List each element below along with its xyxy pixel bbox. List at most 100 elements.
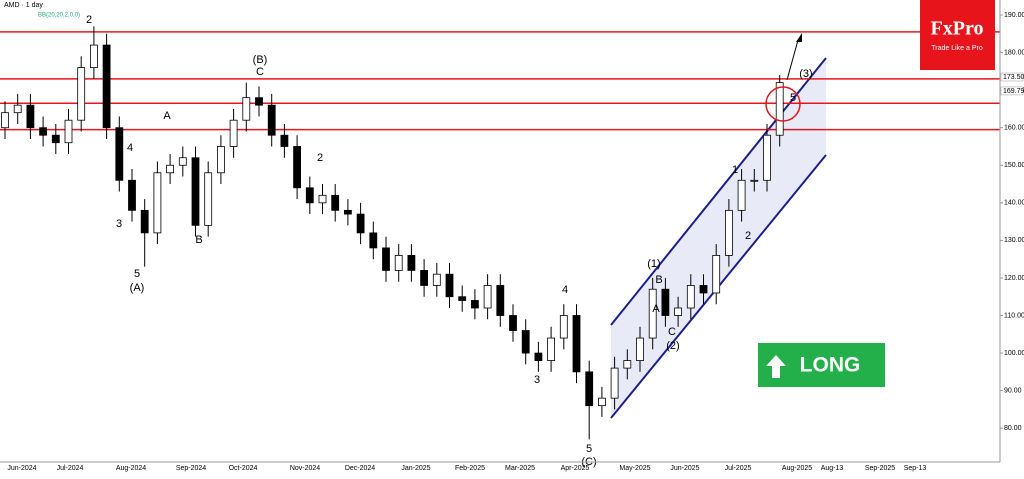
x-tick-label: Jul-2024: [57, 465, 84, 472]
wave-label: 5: [134, 268, 140, 280]
candle-body: [420, 270, 429, 286]
candle-body: [559, 315, 568, 339]
indicator-label: BB(20,20,2,0,0): [38, 13, 80, 19]
y-tick-label: 80.00: [1004, 425, 1022, 432]
candle-body: [737, 179, 746, 211]
channel-fill: [611, 58, 826, 418]
signal: LONG: [800, 354, 861, 377]
y-tick-label: 120.00: [1004, 275, 1024, 282]
y-tick-label: 180.00: [1004, 49, 1024, 56]
y-tick-label: 100.00: [1004, 350, 1024, 357]
wave-label: 2: [745, 230, 751, 242]
candle-body: [547, 337, 555, 361]
candle-body: [229, 119, 238, 147]
candle-body: [204, 172, 213, 226]
y-tick-label: 90.00: [1004, 387, 1022, 394]
y-tick-label: 160.00: [1004, 125, 1024, 132]
candle-body: [369, 232, 378, 249]
candle-body: [153, 172, 162, 234]
candle-body: [610, 367, 619, 399]
candle-body: [534, 352, 543, 361]
candle-body: [13, 104, 22, 114]
candle-body: [1, 112, 9, 129]
x-tick-label: Aug-13: [821, 465, 844, 472]
arrow-head: [796, 33, 802, 42]
arrow-line: [786, 39, 799, 81]
candle-body: [39, 127, 47, 136]
candle-body: [356, 213, 365, 234]
x-tick-label: Sep-2024: [176, 465, 206, 472]
wave-label: 1: [732, 164, 738, 176]
wave-label: A: [652, 303, 660, 315]
candle-body: [674, 307, 682, 316]
candle-body: [191, 157, 200, 226]
candle-body: [686, 285, 695, 309]
wave-label: C: [256, 66, 264, 78]
candle-body: [51, 134, 60, 144]
wave-label: (2): [666, 340, 679, 352]
wave-label: (A): [130, 282, 145, 294]
price-tag-label: 173.50: [1003, 74, 1024, 81]
wave-label: 2: [86, 14, 92, 26]
wave-label: 4: [562, 284, 568, 296]
axis: 80.00 90.00 100.00 110.00 120.00 130.00 140.00…: [7, 12, 1024, 472]
candle-body: [763, 134, 771, 181]
candle-body: [623, 360, 632, 369]
candle-body: [382, 247, 390, 271]
wave-label: C: [668, 326, 676, 338]
candle-body: [636, 337, 644, 361]
x-tick-label: Sep-13: [904, 465, 927, 472]
candle-body: [699, 285, 708, 294]
wave-label: (B): [253, 54, 268, 66]
candle-body: [216, 146, 225, 174]
candle-body: [458, 296, 467, 301]
candle-body: [509, 315, 517, 331]
wave-label: A: [163, 110, 171, 122]
candle-body: [394, 255, 403, 271]
candle-body: [280, 134, 289, 147]
candle-body: [318, 194, 327, 204]
candle-body: [255, 97, 263, 106]
candle-body: [115, 127, 124, 181]
wave-label: 3: [534, 374, 540, 386]
candle-body: [343, 209, 352, 215]
x-tick-label: Apr-2025: [561, 465, 590, 472]
wave-label: (3): [799, 68, 812, 80]
price-tag: [1000, 86, 1024, 96]
x-tick-label: Oct-2024: [229, 465, 258, 472]
y-tick-label: 150.00: [1004, 162, 1024, 169]
candle-body: [572, 315, 581, 373]
candle-body: [445, 273, 454, 298]
wave-label: 4: [127, 142, 133, 154]
x-tick-label: Aug-2025: [782, 465, 812, 472]
signal-arrow: [766, 355, 786, 378]
logo: FxPro: [931, 18, 984, 40]
candle-body: [178, 157, 187, 166]
price-tag: [1000, 72, 1024, 82]
y-tick-label: 110.00: [1004, 312, 1024, 319]
candle-body: [331, 194, 340, 211]
y-tick-label: 130.00: [1004, 237, 1024, 244]
price-tag-label: 169.79: [1003, 88, 1024, 95]
candle-body: [432, 273, 441, 286]
candle-body: [64, 119, 73, 144]
candle-body: [750, 179, 759, 182]
wave-label: 5: [586, 443, 592, 455]
candle-body: [483, 285, 492, 309]
candle-body: [496, 285, 505, 316]
y-tick-label: 190.00: [1004, 12, 1024, 19]
candle-body: [521, 330, 530, 354]
x-tick-label: Jun-2024: [7, 465, 36, 472]
candle-body: [661, 288, 670, 316]
wave-label: 2: [317, 152, 323, 164]
x-tick-label: Dec-2024: [345, 465, 375, 472]
candle-body: [305, 187, 314, 204]
highlight-circle: [765, 86, 801, 122]
candle-body: [407, 255, 416, 271]
candle-body: [775, 82, 784, 136]
channel-upper: [610, 57, 827, 326]
